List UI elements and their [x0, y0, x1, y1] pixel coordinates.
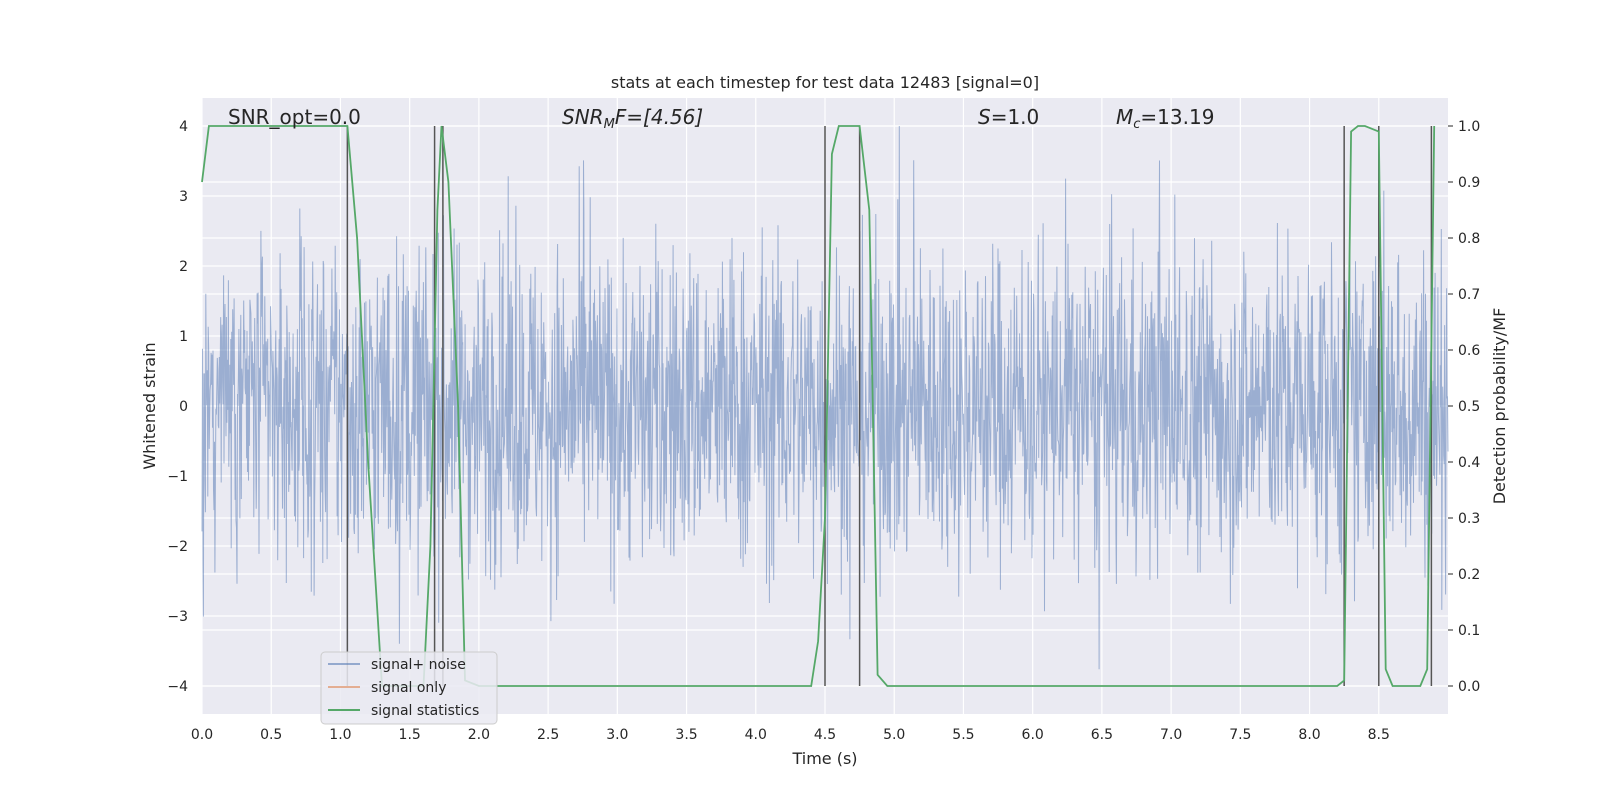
y2-tick-label: 0.2 — [1458, 567, 1480, 583]
y2-tick-label: 0.4 — [1458, 455, 1480, 471]
y-tick-label: −3 — [167, 609, 188, 625]
y-tick-label: −2 — [167, 539, 188, 555]
legend-box — [320, 651, 498, 725]
x-tick-label: 8.5 — [1368, 727, 1390, 743]
y2-tick-label: 0.5 — [1458, 399, 1480, 415]
chart-title: stats at each timestep for test data 124… — [611, 73, 1039, 92]
x-tick-label: 3.5 — [675, 727, 697, 743]
y-axis-label: Whitened strain — [140, 342, 159, 469]
y2-axis-label: Detection probability/MF — [1490, 308, 1509, 505]
y2-axis-ticks: 1.0 0.9 0.8 0.7 0.6 0.5 0.4 0.3 0.2 0.1 0.0 — [1448, 119, 1480, 695]
statistics-line — [201, 125, 1436, 687]
y2-tick-label: 0.3 — [1458, 511, 1480, 527]
x-tick-label: 6.5 — [1091, 727, 1113, 743]
annotation-snr-mf: SNRMF=[4.56] — [562, 105, 703, 132]
y2-tick-label: 1.0 — [1458, 119, 1480, 135]
y2-tick-label: 0.6 — [1458, 343, 1480, 359]
y2-tick-label: 0.9 — [1458, 175, 1480, 191]
y-tick-label: 2 — [179, 259, 188, 275]
y-axis-ticks: 4 3 2 1 0 −1 −2 −3 −4 — [167, 119, 188, 695]
x-tick-label: 4.5 — [814, 727, 836, 743]
x-tick-label: 5.0 — [883, 727, 905, 743]
x-tick-label: 6.0 — [1022, 727, 1044, 743]
x-tick-label: 5.5 — [952, 727, 974, 743]
x-tick-label: 1.5 — [399, 727, 421, 743]
series-signal-statistics — [201, 125, 1436, 687]
legend: signal+ noise signal only signal statist… — [320, 651, 498, 725]
x-tick-label: 4.0 — [745, 727, 767, 743]
legend-label-signal-noise: signal+ noise — [371, 657, 466, 673]
x-tick-label: 2.0 — [468, 727, 490, 743]
y-tick-label: 1 — [179, 329, 188, 345]
x-tick-label: 3.0 — [606, 727, 628, 743]
y2-tick-label: 0.1 — [1458, 623, 1480, 639]
y2-tick-label: 0.7 — [1458, 287, 1480, 303]
x-tick-label: 8.0 — [1298, 727, 1320, 743]
y-tick-label: 4 — [179, 119, 188, 135]
y-tick-label: −1 — [167, 469, 188, 485]
x-tick-label: 0.0 — [191, 727, 213, 743]
x-tick-label: 7.0 — [1160, 727, 1182, 743]
legend-label-signal-statistics: signal statistics — [371, 703, 479, 719]
y2-tick-label: 0.0 — [1458, 679, 1480, 695]
y-tick-label: 0 — [179, 399, 188, 415]
y-tick-label: 3 — [179, 189, 188, 205]
x-tick-label: 1.0 — [329, 727, 351, 743]
x-axis-ticks: 0.0 0.5 1.0 1.5 2.0 2.5 3.0 3.5 4.0 4.5 5.0 5.5 6.0 6… — [191, 727, 1390, 743]
x-tick-label: 2.5 — [537, 727, 559, 743]
x-tick-label: 7.5 — [1229, 727, 1251, 743]
annotation-snr-opt: SNR_opt=0.0 — [228, 105, 361, 129]
annotation-mc: Mc=13.19 — [1116, 105, 1214, 132]
x-axis-label: Time (s) — [791, 749, 857, 768]
annotation-s: S=1.0 — [978, 105, 1039, 129]
y-tick-label: −4 — [167, 679, 188, 695]
x-tick-label: 0.5 — [260, 727, 282, 743]
legend-label-signal-only: signal only — [371, 680, 446, 696]
y2-tick-label: 0.8 — [1458, 231, 1480, 247]
